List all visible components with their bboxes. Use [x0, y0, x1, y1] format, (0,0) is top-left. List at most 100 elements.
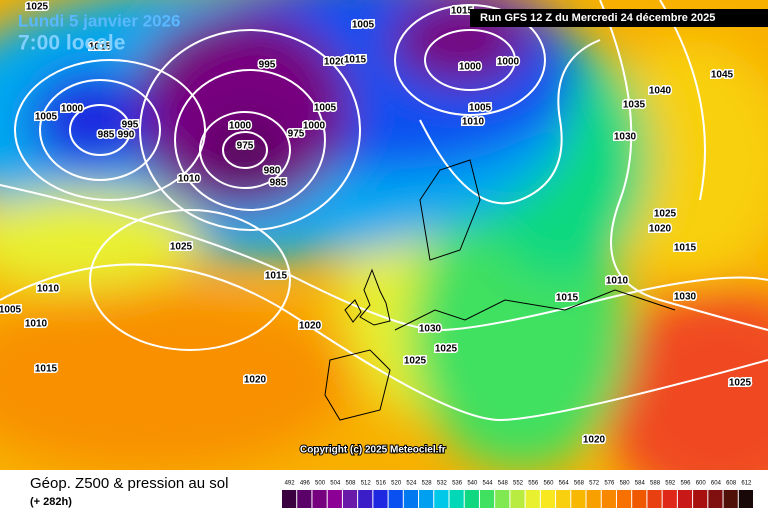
scale-label: 492 — [285, 481, 296, 487]
scale-label: 532 — [437, 481, 448, 487]
scale-label: 600 — [696, 481, 707, 487]
isobar-label: 1025 — [729, 378, 752, 389]
isobar-label: 1000 — [303, 121, 326, 132]
scale-swatch — [556, 490, 571, 508]
isobar-label: 1000 — [61, 104, 84, 115]
isobar-label: 1010 — [462, 117, 485, 128]
isobar-label: 1045 — [711, 70, 734, 81]
isobar-label: 1025 — [435, 344, 458, 355]
scale-swatch — [540, 490, 556, 508]
scale-swatch — [677, 490, 693, 508]
run-box — [470, 9, 768, 27]
scale-swatch — [297, 490, 312, 508]
isobar-label: 985 — [98, 130, 115, 141]
time: 7:00 locale — [18, 32, 125, 55]
scale-swatch — [312, 490, 327, 508]
scale-label: 544 — [483, 481, 494, 487]
scale-label: 612 — [741, 481, 752, 487]
scale-label: 604 — [711, 481, 722, 487]
scale-swatch — [571, 490, 586, 508]
isobar-label: 1015 — [35, 364, 58, 375]
scale-swatch — [479, 490, 495, 508]
scale-swatch — [662, 490, 677, 508]
isobar-label: 995 — [259, 60, 276, 71]
scale-label: 564 — [559, 481, 570, 487]
isobar-label: 1015 — [674, 243, 697, 254]
scale-label: 508 — [346, 481, 357, 487]
scale-label: 520 — [391, 481, 402, 487]
coastlines — [324, 159, 676, 421]
scale-label: 572 — [589, 481, 600, 487]
scale-label: 580 — [620, 481, 631, 487]
scale-swatch — [616, 490, 632, 508]
scale-label: 592 — [665, 481, 676, 487]
isobar-label: 1010 — [606, 276, 629, 287]
isobar-label: 1010 — [37, 284, 60, 295]
isobar-label: 1025 — [404, 356, 427, 367]
scale-swatch — [327, 490, 342, 508]
scale-label: 504 — [330, 481, 341, 487]
scale-label: 608 — [726, 481, 737, 487]
isobar-label: 1025 — [170, 242, 193, 253]
scale-label: 560 — [543, 481, 554, 487]
isobar-label: 1020 — [649, 224, 672, 235]
scale-label: 496 — [300, 481, 311, 487]
date: Lundi 5 janvier 2026 — [18, 11, 181, 30]
isobar-label: 1005 — [35, 112, 58, 123]
scale-label: 528 — [422, 481, 433, 487]
scale-label: 536 — [452, 481, 463, 487]
scale-swatch — [358, 490, 373, 508]
scale-label: 516 — [376, 481, 387, 487]
scale-swatch — [342, 490, 358, 508]
scale-swatch — [708, 490, 723, 508]
scale-swatch — [464, 490, 479, 508]
scale-swatch — [373, 490, 388, 508]
isobar-label: 995 — [122, 120, 139, 131]
scale-swatch — [586, 490, 601, 508]
scale-label: 524 — [406, 481, 417, 487]
isobar-label: 980 — [264, 166, 281, 177]
isobar-label: 1005 — [469, 103, 492, 114]
footer-lead: (+ 282h) — [30, 496, 72, 508]
scale-swatch — [403, 490, 419, 508]
isobar-label: 1005 — [314, 103, 337, 114]
scale-swatch — [388, 490, 403, 508]
scale-swatch — [525, 490, 540, 508]
scale-label: 576 — [604, 481, 615, 487]
scale-swatch — [738, 490, 753, 508]
scale-label: 552 — [513, 481, 524, 487]
isobar-label: 975 — [237, 141, 254, 152]
isobar-label: 1020 — [324, 57, 347, 68]
isobar-label: 1005 — [352, 20, 375, 31]
scale-swatch — [693, 490, 708, 508]
scale-swatch — [510, 490, 525, 508]
scale-label: 556 — [528, 481, 539, 487]
scale-label: 588 — [650, 481, 661, 487]
isobar-label: 975 — [288, 129, 305, 140]
isobar-label: 1015 — [344, 55, 367, 66]
scale-label: 568 — [574, 481, 585, 487]
isobar-label: 1030 — [419, 324, 442, 335]
scale-swatch — [449, 490, 464, 508]
isobar-label: 1000 — [459, 62, 482, 73]
scale-swatch — [495, 490, 510, 508]
isobar-label: 1030 — [674, 292, 697, 303]
isobar-label: 1015 — [556, 293, 579, 304]
copyright: Copyright (c) 2025 Meteociel.fr — [300, 445, 446, 456]
isobar-label: 1015 — [265, 271, 288, 282]
scale-label: 584 — [635, 481, 646, 487]
isobar-label: 1020 — [299, 321, 322, 332]
isobar-label: 1025 — [26, 2, 49, 13]
isobar-label: 1000 — [497, 57, 520, 68]
color-scale: 492 496 500 504 508 512 516 520 524 528 532 536 540 5… — [282, 481, 753, 508]
isobar-label: 1030 — [614, 132, 637, 143]
isobar-label: 1015 — [451, 6, 474, 17]
scale-label: 596 — [680, 481, 691, 487]
scale-swatch — [647, 490, 662, 508]
scale-swatch — [282, 490, 297, 508]
scale-swatch — [632, 490, 647, 508]
isobar-label: 1040 — [649, 86, 672, 97]
isobar-label: 1005 — [0, 305, 22, 316]
